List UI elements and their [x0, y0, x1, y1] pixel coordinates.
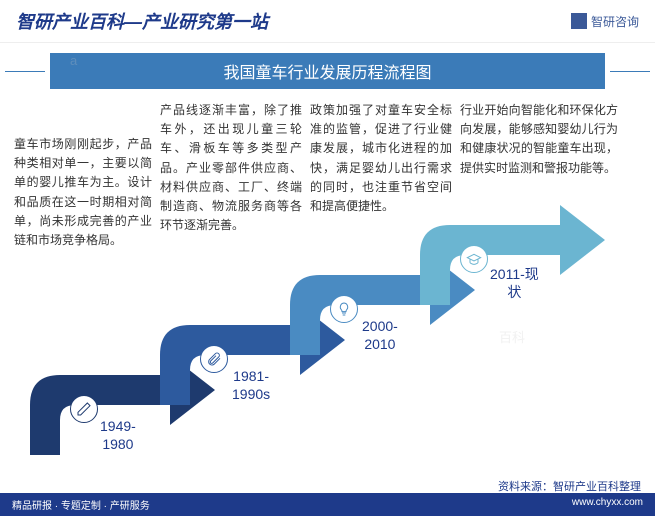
step-period-2: 2000- 2010	[362, 317, 398, 353]
step-desc-1: 产品线逐渐丰富，除了推车外，还出现儿童三轮车、滑板车等多类型产品。产业零部件供应…	[160, 101, 302, 235]
flowchart: a 百科 童车市场刚刚起步，产品种类相对单一，主要以简单的婴儿推车为主。设计和品…	[0, 97, 655, 477]
brand-text: 智研咨询	[591, 13, 639, 30]
source-line: 资料来源：智研产业百科整理	[498, 478, 641, 494]
footer-left: 精品研报 · 专题定制 · 产研服务	[12, 497, 150, 512]
footer-url: www.chyxx.com	[572, 497, 643, 512]
step-desc-3: 行业开始向智能化和环保化方向发展，能够感知婴幼儿行为和健康状况的智能童车出现，提…	[460, 101, 618, 178]
step-period-1: 1981- 1990s	[232, 367, 270, 403]
header: 智研产业百科—产业研究第一站 智研咨询	[0, 0, 655, 43]
step-desc-0: 童车市场刚刚起步，产品种类相对单一，主要以简单的婴儿推车为主。设计和品质在这一时…	[14, 135, 152, 250]
header-title: 智研产业百科—产业研究第一站	[16, 8, 268, 34]
watermark: 百科	[499, 327, 525, 346]
step-period-0: 1949- 1980	[100, 417, 136, 453]
grad-icon	[460, 245, 488, 273]
step-period-3: 2011-现 状	[490, 265, 539, 301]
bulb-icon	[330, 295, 358, 323]
footer: 精品研报 · 专题定制 · 产研服务 www.chyxx.com	[0, 493, 655, 516]
chart-title: 我国童车行业发展历程流程图	[50, 53, 605, 89]
logo-icon	[571, 13, 587, 29]
pencil-icon	[70, 395, 98, 423]
header-brand: 智研咨询	[571, 13, 639, 30]
clip-icon	[200, 345, 228, 373]
